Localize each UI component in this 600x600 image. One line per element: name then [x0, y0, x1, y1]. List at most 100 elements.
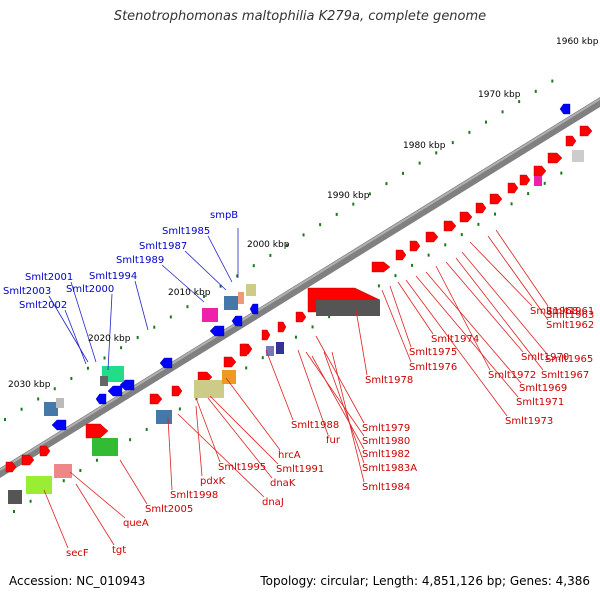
inner-tick — [510, 202, 513, 206]
gene-label: Smlt1968 — [530, 306, 578, 317]
gene-label: Smlt1979 — [362, 423, 410, 434]
gene-label: queA — [123, 518, 149, 529]
inner-tick — [460, 233, 463, 237]
inner-tick — [543, 181, 546, 185]
forward-gene-arrow — [5, 461, 17, 473]
inner-tick — [29, 499, 32, 503]
outer-tick — [335, 212, 338, 216]
forward-gene-arrow — [39, 445, 51, 457]
reverse-gene-arrow — [231, 315, 243, 327]
outer-tick — [451, 141, 454, 145]
gene-box — [276, 342, 284, 354]
label-leader — [207, 235, 233, 283]
gene-label: Smlt1980 — [362, 436, 410, 447]
inner-tick — [294, 335, 297, 339]
forward-gene-arrow — [459, 211, 473, 223]
gene-label: secF — [66, 548, 89, 559]
outer-tick — [518, 100, 521, 104]
outer-tick — [136, 335, 139, 339]
label-leader — [64, 309, 87, 365]
inner-tick — [527, 192, 530, 196]
inner-tick — [245, 366, 248, 370]
outer-tick — [186, 305, 189, 309]
label-leader — [167, 417, 173, 491]
inner-tick — [311, 325, 314, 329]
gene-label: Smlt1970 — [521, 352, 569, 363]
inner-tick — [261, 356, 264, 360]
label-leader — [355, 309, 368, 376]
gene-label: Smlt1973 — [505, 416, 553, 427]
gene-box — [224, 296, 238, 310]
outer-tick — [435, 151, 438, 155]
gene-label: Smlt2003 — [3, 286, 51, 297]
inner-tick — [13, 510, 15, 513]
outer-tick — [153, 325, 156, 329]
gene-box — [156, 410, 172, 424]
gene-label: Smlt1991 — [276, 464, 324, 475]
outer-tick — [368, 192, 371, 196]
label-leader — [311, 355, 365, 450]
gene-label: Smlt1989 — [116, 255, 164, 266]
backbone-highlight — [0, 98, 600, 471]
gene-box — [92, 438, 118, 456]
gene-label: Smlt1969 — [519, 383, 567, 394]
outer-tick — [103, 356, 106, 360]
forward-gene-arrow — [533, 165, 547, 177]
reverse-gene-arrow — [119, 379, 135, 391]
label-leader — [469, 241, 533, 307]
label-leader — [487, 235, 549, 321]
gene-box — [534, 176, 542, 186]
gene-label: dnaJ — [262, 497, 284, 508]
label-leader — [405, 279, 508, 417]
gene-label: Smlt1961 — [546, 306, 594, 317]
topology-summary: Topology: circular; Length: 4,851,126 bp… — [260, 574, 590, 588]
gene-label: Smlt2005 — [145, 504, 193, 515]
inner-tick — [493, 212, 496, 216]
gene-label: tgt — [112, 545, 126, 556]
gene-label: Smlt1974 — [431, 334, 479, 345]
label-leader — [107, 293, 113, 371]
forward-gene-arrow — [171, 385, 183, 397]
forward-gene-arrow — [425, 231, 439, 243]
outer-tick — [385, 182, 388, 186]
gene-label: Smlt1967 — [541, 370, 589, 381]
inner-tick — [62, 479, 65, 483]
label-leader — [425, 271, 522, 384]
label-leader — [455, 257, 544, 371]
kbp-label: 2000 kbp — [247, 240, 290, 250]
label-leader — [43, 489, 69, 549]
gene-label: Smlt1978 — [365, 375, 413, 386]
inner-tick — [377, 284, 380, 288]
gene-label: Smlt1982 — [362, 449, 410, 460]
label-leader — [177, 413, 265, 498]
forward-gene-arrow — [223, 356, 237, 368]
kbp-label: 1970 kbp — [478, 90, 521, 100]
gene-label: pdxK — [200, 476, 226, 487]
gene-box — [238, 292, 244, 304]
inner-tick — [560, 171, 563, 175]
outer-tick — [468, 130, 471, 134]
gene-label: dnaK — [270, 478, 296, 489]
gene-label: Smlt1971 — [516, 397, 564, 408]
kbp-labels: 1960 kbp 1970 kbp 1980 kbp 1990 kbp 2000 kbp… — [8, 37, 599, 390]
forward-gene-arrow — [21, 454, 35, 466]
outer-tick — [219, 284, 222, 288]
label-leader — [445, 261, 524, 353]
outer-tick — [402, 171, 405, 175]
outer-tick — [236, 274, 239, 278]
gene-label: Smlt1983A — [362, 463, 417, 474]
inner-tick — [394, 274, 397, 278]
outer-tick — [484, 120, 487, 124]
gene-label: Smlt2002 — [19, 300, 67, 311]
reverse-gene-arrow — [209, 325, 225, 337]
forward-gene-arrow — [239, 343, 251, 357]
forward-gene-arrow — [277, 321, 287, 333]
gene-box — [222, 370, 236, 384]
gene-features — [5, 103, 593, 504]
gene-label: Smlt2000 — [66, 284, 114, 295]
gene-label: Smlt1975 — [409, 347, 457, 358]
gene-box — [8, 490, 22, 504]
